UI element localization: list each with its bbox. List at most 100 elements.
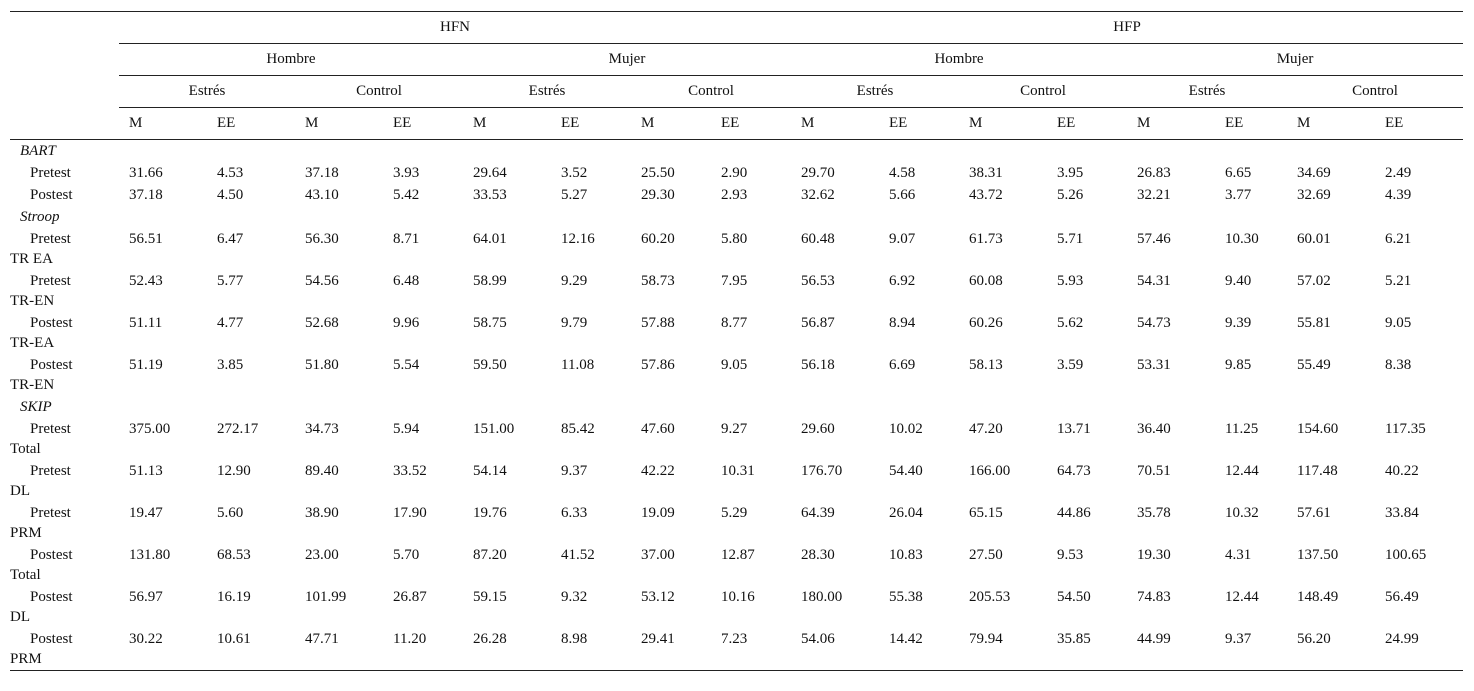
value-cell: 42.22 xyxy=(641,463,675,479)
value-cell: 4.53 xyxy=(217,165,244,181)
data-row: Pretest TR EA 56.51 6.47 56.30 8.71 64.01 12.16… xyxy=(10,228,1463,270)
row-label: Postest xyxy=(30,357,73,373)
value-cell: 27.50 xyxy=(969,547,1003,563)
value-cell: 57.61 xyxy=(1297,505,1331,521)
value-cell: 9.07 xyxy=(889,231,916,247)
value-cell: 58.99 xyxy=(473,273,507,289)
row-label-cell: Pretest TR EA xyxy=(10,228,119,270)
value-cell: 52.43 xyxy=(129,273,163,289)
value-cell: 117.35 xyxy=(1385,421,1426,437)
value-cell: 6.21 xyxy=(1385,231,1412,247)
value-cell: 43.72 xyxy=(969,187,1003,203)
row-label-cell: Postest PRM xyxy=(10,628,119,671)
value-cell: 9.37 xyxy=(1225,631,1252,647)
stat-header: EE xyxy=(1215,107,1288,140)
value-cell: 12.44 xyxy=(1225,463,1259,479)
value-cell: 19.30 xyxy=(1137,547,1171,563)
value-cell: 61.73 xyxy=(969,231,1003,247)
row-sublabel: TR-EN xyxy=(10,377,55,393)
table-header: HFN HFP Hombre Mujer Hombre Mujer Estrés Contro… xyxy=(10,11,1464,140)
value-cell: 137.50 xyxy=(1297,547,1339,563)
value-cell: 9.85 xyxy=(1225,357,1252,373)
value-cell: 9.32 xyxy=(561,589,588,605)
value-cell: 12.44 xyxy=(1225,589,1259,605)
value-cell: 3.52 xyxy=(561,165,588,181)
row-label-cell: Postest xyxy=(10,184,119,206)
condition-header: Control xyxy=(295,75,463,108)
row-sublabel: Total xyxy=(10,567,41,583)
value-cell: 10.83 xyxy=(889,547,923,563)
value-cell: 12.87 xyxy=(721,547,755,563)
value-cell: 57.88 xyxy=(641,315,675,331)
value-cell: 11.20 xyxy=(393,631,427,647)
value-cell: 60.01 xyxy=(1297,231,1331,247)
condition-header: Control xyxy=(1287,75,1464,108)
value-cell: 65.15 xyxy=(969,505,1003,521)
value-cell: 9.79 xyxy=(561,315,588,331)
stat-header: EE xyxy=(383,107,463,140)
value-cell: 56.51 xyxy=(129,231,163,247)
value-cell: 57.86 xyxy=(641,357,675,373)
value-cell: 60.26 xyxy=(969,315,1003,331)
value-cell: 272.17 xyxy=(217,421,259,437)
row-sublabel: PRM xyxy=(10,651,42,667)
row-label: Postest xyxy=(30,315,73,331)
value-cell: 26.87 xyxy=(393,589,427,605)
value-cell: 6.48 xyxy=(393,273,420,289)
group-header: HFN xyxy=(119,11,792,44)
value-cell: 100.65 xyxy=(1385,547,1427,563)
row-sublabel: Total xyxy=(10,441,41,457)
value-cell: 54.50 xyxy=(1057,589,1091,605)
value-cell: 4.58 xyxy=(889,165,916,181)
value-cell: 5.21 xyxy=(1385,273,1412,289)
row-sublabel: PRM xyxy=(10,525,42,541)
value-cell: 56.49 xyxy=(1385,589,1419,605)
row-sublabel: DL xyxy=(10,609,30,625)
value-cell: 131.80 xyxy=(129,547,171,563)
value-cell: 6.65 xyxy=(1225,165,1252,181)
value-cell: 5.71 xyxy=(1057,231,1084,247)
value-cell: 2.93 xyxy=(721,187,748,203)
row-label-cell: Pretest xyxy=(10,162,119,184)
value-cell: 33.52 xyxy=(393,463,427,479)
value-cell: 47.60 xyxy=(641,421,675,437)
value-cell: 5.54 xyxy=(393,357,420,373)
condition-header: Control xyxy=(959,75,1128,108)
value-cell: 4.39 xyxy=(1385,187,1412,203)
value-cell: 5.70 xyxy=(393,547,420,563)
value-cell: 4.50 xyxy=(217,187,244,203)
row-label: Postest xyxy=(30,187,73,203)
value-cell: 5.93 xyxy=(1057,273,1084,289)
value-cell: 32.62 xyxy=(801,187,835,203)
section-row: SKIP xyxy=(10,396,1463,418)
value-cell: 19.76 xyxy=(473,505,507,521)
value-cell: 44.99 xyxy=(1137,631,1171,647)
value-cell: 58.73 xyxy=(641,273,675,289)
value-cell: 117.48 xyxy=(1297,463,1338,479)
value-cell: 29.30 xyxy=(641,187,675,203)
value-cell: 28.30 xyxy=(801,547,835,563)
value-cell: 4.77 xyxy=(217,315,244,331)
stat-header: M xyxy=(791,107,880,140)
value-cell: 54.73 xyxy=(1137,315,1171,331)
value-cell: 35.85 xyxy=(1057,631,1091,647)
section-title: BART xyxy=(20,143,56,159)
value-cell: 60.48 xyxy=(801,231,835,247)
value-cell: 58.13 xyxy=(969,357,1003,373)
value-cell: 55.49 xyxy=(1297,357,1331,373)
data-row: Pretest DL 51.13 12.90 89.40 33.52 54.14 9.37 42… xyxy=(10,460,1463,502)
row-sublabel: TR-EA xyxy=(10,335,55,351)
value-cell: 11.25 xyxy=(1225,421,1259,437)
corner-cell xyxy=(10,12,119,108)
stat-header: M xyxy=(295,107,383,140)
value-cell: 44.86 xyxy=(1057,505,1091,521)
value-cell: 9.29 xyxy=(561,273,588,289)
condition-header: Estrés xyxy=(1127,75,1288,108)
value-cell: 38.90 xyxy=(305,505,339,521)
value-cell: 25.50 xyxy=(641,165,675,181)
section-title: Stroop xyxy=(20,209,60,225)
value-cell: 57.02 xyxy=(1297,273,1331,289)
value-cell: 375.00 xyxy=(129,421,171,437)
stat-header: EE xyxy=(711,107,792,140)
value-cell: 8.94 xyxy=(889,315,916,331)
